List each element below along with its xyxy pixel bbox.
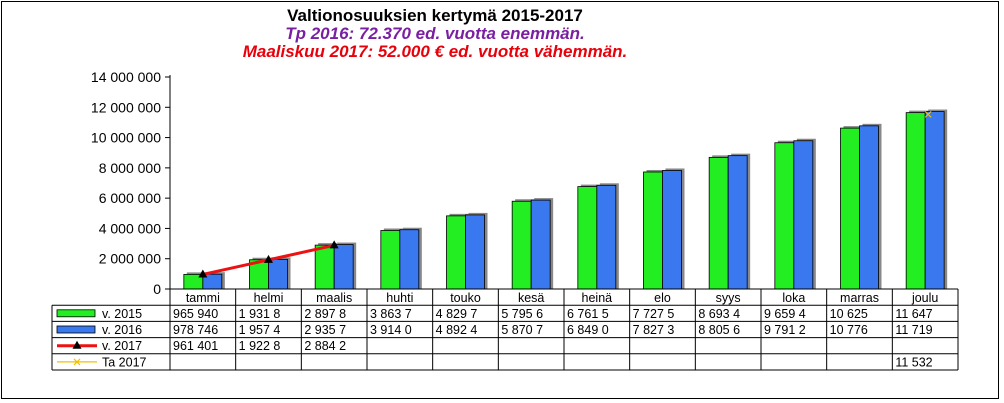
x-tick-label: syys: [716, 291, 741, 305]
legend-label-ta2017: Ta 2017: [102, 355, 147, 369]
x-tick-label: maalis: [316, 291, 352, 305]
table-cell-v2016: 10 776: [830, 323, 868, 337]
x-tick-label: helmi: [254, 291, 284, 305]
chart-subtitle-2016: Tp 2016: 72.370 ed. vuotta enemmän.: [285, 24, 585, 43]
point-ta2017: [924, 110, 932, 118]
point-v2017: [329, 240, 339, 249]
chart-title: Valtionosuuksien kertymä 2015-2017: [287, 6, 583, 25]
bar-v2015: [905, 112, 926, 290]
legend-label-v2016: v. 2016: [102, 323, 142, 337]
table-cell-v2017: 1 922 8: [239, 339, 281, 353]
bar-v2016: [727, 155, 748, 290]
table-cell-v2015: 1 931 8: [239, 307, 281, 321]
x-tick-label: touko: [450, 291, 481, 305]
table-cell-v2016: 6 849 0: [567, 323, 609, 337]
legend-key-v2016: [56, 325, 96, 334]
table-cell-v2015: 6 761 5: [567, 307, 609, 321]
table-cell-v2015: 4 829 7: [436, 307, 478, 321]
bar-v2015: [774, 142, 795, 290]
bar-v2016: [333, 244, 354, 290]
bar-v2016: [924, 111, 945, 290]
legend-key-ta2017-marker: [73, 358, 81, 366]
y-tick-label: 14 000 000: [91, 69, 161, 85]
y-tick-label: 4 000 000: [99, 220, 161, 236]
x-tick-label: marras: [840, 291, 879, 305]
table-cell-v2015: 2 897 8: [304, 307, 346, 321]
bar-v2016: [793, 140, 814, 290]
x-tick-label: huhti: [386, 291, 413, 305]
bar-v2016: [268, 258, 288, 290]
chart-subtitle-2017: Maaliskuu 2017: 52.000 € ed. vuotta vähe…: [242, 42, 628, 61]
table-cell-v2015: 8 693 4: [698, 307, 740, 321]
bar-v2015: [380, 230, 401, 290]
bar-v2016: [399, 229, 420, 290]
table-cell-v2016: 11 719: [895, 323, 932, 337]
table-cell-v2016: 1 957 4: [239, 323, 281, 337]
table-cell-v2016: 5 870 7: [501, 323, 543, 337]
y-tick-label: 10 000 000: [91, 130, 161, 146]
table-cell-v2015: 7 727 5: [633, 307, 675, 321]
bar-v2016: [596, 184, 617, 290]
x-tick-label: loka: [782, 291, 805, 305]
table-cell-v2015: 3 863 7: [370, 307, 412, 321]
x-tick-label: kesä: [518, 291, 544, 305]
legend-key-v2015: [56, 309, 96, 318]
table-cell-v2016: 9 791 2: [764, 323, 806, 337]
x-tick-label: heinä: [582, 291, 613, 305]
legend-label-v2017: v. 2017: [102, 339, 142, 353]
table-cell-v2015: 9 659 4: [764, 307, 806, 321]
table-cell-v2017: 961 401: [173, 339, 218, 353]
table-cell-v2017: 2 884 2: [304, 339, 346, 353]
table-cell-v2016: 7 827 3: [633, 323, 675, 337]
bar-v2016: [859, 125, 879, 290]
bar-v2015: [577, 186, 598, 290]
y-tick-label: 6 000 000: [99, 190, 161, 206]
y-tick-label: 8 000 000: [99, 160, 161, 176]
table-cell-v2016: 2 935 7: [304, 323, 346, 337]
bar-v2015: [511, 200, 532, 290]
y-tick-label: 12 000 000: [91, 99, 161, 115]
legend-key-v2017-marker: [72, 340, 82, 349]
bar-v2016: [662, 170, 682, 290]
table-cell-v2015: 10 625: [830, 307, 868, 321]
point-v2017: [198, 269, 208, 278]
table-cell-v2016: 978 746: [173, 323, 218, 337]
bar-v2015: [446, 215, 466, 290]
point-v2017: [264, 254, 273, 263]
bar-v2015: [708, 156, 729, 290]
bar-v2015: [643, 171, 663, 290]
legend-label-v2015: v. 2015: [102, 307, 142, 321]
table-cell-v2015: 965 940: [173, 307, 218, 321]
bar-v2016: [530, 199, 551, 290]
x-tick-label: joulu: [911, 291, 938, 305]
table-cell-v2016: 3 914 0: [370, 323, 412, 337]
table-cell-ta2017: 11 532: [895, 355, 932, 369]
y-tick-label: 2 000 000: [99, 251, 161, 267]
bar-v2015: [314, 244, 335, 290]
y-tick-label: 0: [153, 281, 161, 297]
table-cell-v2015: 5 795 6: [501, 307, 543, 321]
table-cell-v2016: 8 805 6: [698, 323, 740, 337]
bar-v2015: [840, 127, 860, 290]
x-tick-label: tammi: [186, 291, 220, 305]
table-cell-v2015: 11 647: [895, 307, 932, 321]
x-tick-label: elo: [654, 291, 671, 305]
bar-v2016: [465, 214, 485, 290]
table-cell-v2016: 4 892 4: [436, 323, 478, 337]
